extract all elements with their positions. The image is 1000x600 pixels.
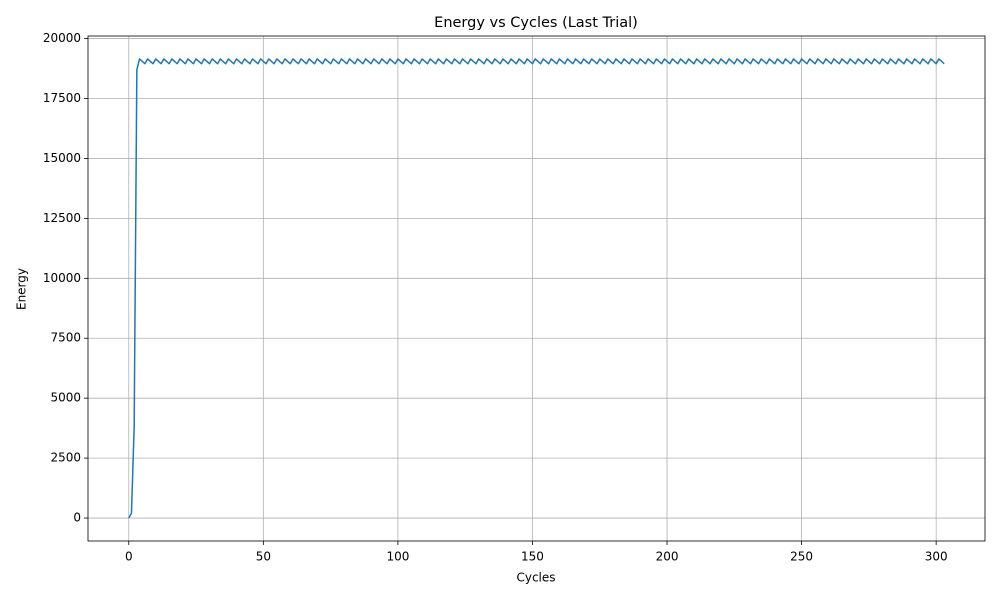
y-tick-label: 5000: [50, 391, 81, 405]
x-tick-label: 100: [386, 550, 409, 564]
y-tick-label: 12500: [43, 211, 81, 225]
x-tick-label: 250: [790, 550, 813, 564]
y-tick-label: 15000: [43, 151, 81, 165]
x-tick-label: 200: [656, 550, 679, 564]
y-tick-label: 2500: [50, 451, 81, 465]
y-tick-label: 0: [73, 511, 81, 525]
x-tick-label: 150: [521, 550, 544, 564]
y-tick-label: 20000: [43, 31, 81, 45]
plot-frame: [87, 35, 986, 542]
x-tick-label: 300: [925, 550, 948, 564]
chart-title: Energy vs Cycles (Last Trial): [434, 15, 638, 31]
y-axis-label: Energy: [15, 268, 29, 310]
y-tick-label: 10000: [43, 271, 81, 285]
line: [128, 58, 945, 519]
y-tick-label: 7500: [50, 331, 81, 345]
x-axis-label: Cycles: [516, 571, 555, 585]
x-tick-label: 50: [256, 550, 271, 564]
y-tick-label: 17500: [43, 91, 81, 105]
x-tick-label: 0: [125, 550, 133, 564]
